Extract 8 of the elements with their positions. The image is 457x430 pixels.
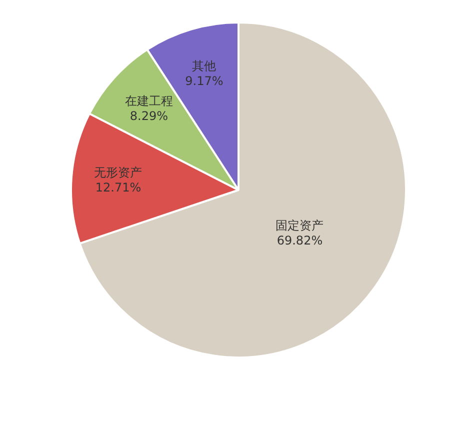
data-label: 12.71% xyxy=(95,180,142,195)
slice-label: 无形资产 xyxy=(94,166,142,180)
data-label: 9.17% xyxy=(185,74,224,88)
slice-label: 其他 xyxy=(192,58,216,73)
slice-label: 在建工程 xyxy=(124,94,173,108)
data-label: 8.29% xyxy=(130,108,168,123)
slice-label: 固定资产 xyxy=(276,218,324,233)
data-label: 69.82% xyxy=(276,234,323,248)
